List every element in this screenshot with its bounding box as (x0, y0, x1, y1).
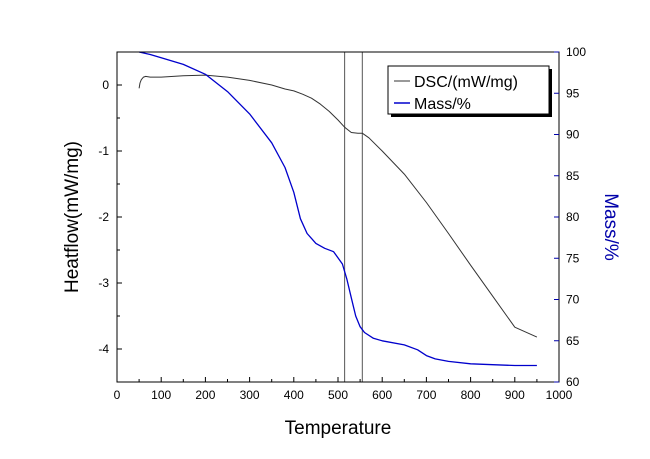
right-y-tick-label: 70 (566, 293, 580, 307)
left-y-tick-label: -1 (98, 144, 109, 158)
vertical-lines (344, 52, 363, 382)
x-tick-label: 0 (114, 388, 121, 402)
right-y-tick-label: 90 (566, 128, 580, 142)
legend: DSC/(mW/mg) Mass/% (387, 65, 552, 117)
right-y-tick-label: 60 (566, 375, 580, 389)
x-tick-label: 200 (195, 388, 215, 402)
legend-label: DSC/(mW/mg) (414, 74, 518, 91)
ticks: 0 100 200 300 400 500 600 700 800 900 1000 0 -1 -2 -3 -… (98, 45, 586, 402)
right-y-tick-label: 75 (566, 251, 580, 265)
left-y-tick-label: -3 (98, 276, 109, 290)
x-tick-label: 400 (284, 388, 304, 402)
series-layer (138, 51, 538, 367)
left-y-tick-label: -4 (98, 342, 109, 356)
x-tick-label: 600 (372, 388, 392, 402)
right-y-tick-label: 85 (566, 169, 580, 183)
dsc-series-line (138, 74, 538, 338)
x-tick-label: 700 (416, 388, 436, 402)
x-tick-label: 500 (328, 388, 348, 402)
right-y-axis-title: Mass/% (600, 193, 621, 261)
left-y-tick-label: 0 (102, 78, 109, 92)
left-y-axis-title: Heatflow(mW/mg) (62, 141, 83, 293)
right-y-tick-label: 65 (566, 334, 580, 348)
right-y-tick-label: 80 (566, 210, 580, 224)
right-y-tick-label: 100 (566, 45, 586, 59)
legend-label: Mass/% (414, 96, 471, 113)
x-tick-label: 900 (505, 388, 525, 402)
x-tick-label: 100 (151, 388, 171, 402)
left-y-tick-label: -2 (98, 210, 109, 224)
mass-series-line (138, 51, 537, 367)
x-tick-label: 800 (461, 388, 481, 402)
x-tick-label: 1000 (546, 388, 573, 402)
right-y-tick-label: 95 (566, 86, 580, 100)
x-axis-title: Temperature (285, 418, 392, 439)
legend-box (387, 65, 550, 115)
x-tick-label: 300 (240, 388, 260, 402)
